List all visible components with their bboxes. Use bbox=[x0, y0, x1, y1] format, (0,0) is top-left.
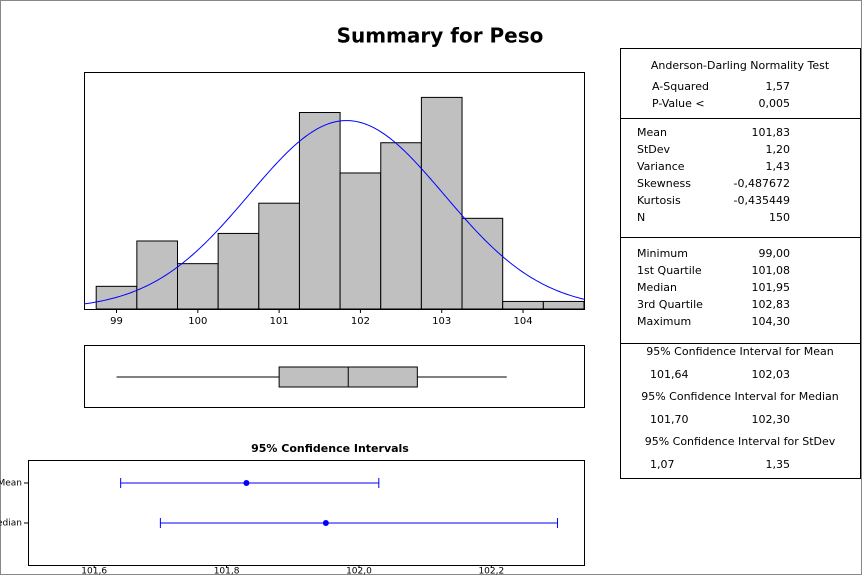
stat-label: A-Squared bbox=[652, 80, 709, 93]
x-tick-label: 102 bbox=[351, 316, 370, 327]
table-heading: Anderson-Darling Normality Test bbox=[651, 59, 830, 72]
stat-label: P-Value < bbox=[652, 97, 705, 110]
stat-label: Median bbox=[637, 281, 677, 294]
stat-label: 3rd Quartile bbox=[637, 298, 703, 311]
interval-title: 95% Confidence Intervals bbox=[251, 442, 409, 455]
bar bbox=[176, 263, 219, 310]
interval-heading: 95% Confidence Interval for Median bbox=[641, 390, 839, 403]
chart-title: Summary for Peso bbox=[337, 24, 544, 48]
stats-table bbox=[620, 48, 861, 479]
bar bbox=[298, 112, 341, 310]
stat-value: -0,435449 bbox=[734, 194, 790, 207]
x-tick-label: 100 bbox=[188, 316, 207, 327]
stat-label: Maximum bbox=[637, 315, 691, 328]
stat-value: 99,00 bbox=[759, 247, 791, 260]
stat-label: 1st Quartile bbox=[637, 264, 702, 277]
stat-label: Kurtosis bbox=[637, 194, 681, 207]
x-tick-label: 104 bbox=[513, 316, 532, 327]
bar bbox=[217, 232, 260, 310]
stat-value: 1,20 bbox=[766, 143, 791, 156]
stat-label: Skewness bbox=[637, 177, 691, 190]
stat-label: StDev bbox=[637, 143, 671, 156]
stat-value: 104,30 bbox=[752, 315, 791, 328]
stat-value: 1,43 bbox=[766, 160, 791, 173]
x-tick-label: 102,0 bbox=[346, 567, 372, 575]
stat-label: Minimum bbox=[637, 247, 688, 260]
bar bbox=[420, 96, 463, 310]
bar bbox=[542, 300, 585, 310]
x-tick-label: 103 bbox=[432, 316, 451, 327]
bar bbox=[461, 217, 504, 310]
estimate bbox=[243, 480, 250, 486]
bar bbox=[258, 202, 300, 310]
stat-value: 1,57 bbox=[766, 80, 791, 93]
interval-value: 102,30 bbox=[752, 413, 791, 426]
bar bbox=[502, 300, 544, 310]
interval-value: 102,03 bbox=[752, 368, 791, 381]
stat-label: N bbox=[637, 211, 645, 224]
interval-value: 101,70 bbox=[650, 413, 689, 426]
stat-value: -0,487672 bbox=[734, 177, 790, 190]
stat-label: Variance bbox=[637, 160, 685, 173]
bar bbox=[339, 172, 382, 310]
bar bbox=[380, 142, 422, 310]
stat-value: 0,005 bbox=[759, 97, 791, 110]
fit-curve bbox=[83, 120, 585, 305]
y-tick-label: Median bbox=[0, 519, 22, 529]
interval-frame bbox=[28, 460, 585, 566]
bar bbox=[136, 240, 178, 310]
stat-value: 101,95 bbox=[752, 281, 791, 294]
interval-value: 1,07 bbox=[650, 458, 675, 471]
stat-value: 101,83 bbox=[752, 126, 791, 139]
x-tick-label: 102,2 bbox=[478, 567, 504, 575]
estimate bbox=[322, 520, 329, 526]
y-tick-label: Mean bbox=[0, 479, 22, 489]
histogram-frame bbox=[84, 72, 585, 310]
interval-heading: 95% Confidence Interval for Mean bbox=[646, 345, 834, 358]
stat-label: Mean bbox=[637, 126, 667, 139]
interval-heading: 95% Confidence Interval for StDev bbox=[645, 435, 836, 448]
stat-value: 150 bbox=[769, 211, 790, 224]
interval-value: 101,64 bbox=[650, 368, 689, 381]
stat-value: 101,08 bbox=[752, 264, 791, 277]
stat-value: 102,83 bbox=[752, 298, 791, 311]
x-tick-label: 101,6 bbox=[81, 567, 107, 575]
boxplot-frame bbox=[84, 345, 585, 408]
interval-value: 1,35 bbox=[766, 458, 791, 471]
x-tick-label: 99 bbox=[110, 316, 123, 327]
x-tick-label: 101 bbox=[270, 316, 289, 327]
x-tick-label: 101,8 bbox=[214, 567, 240, 575]
